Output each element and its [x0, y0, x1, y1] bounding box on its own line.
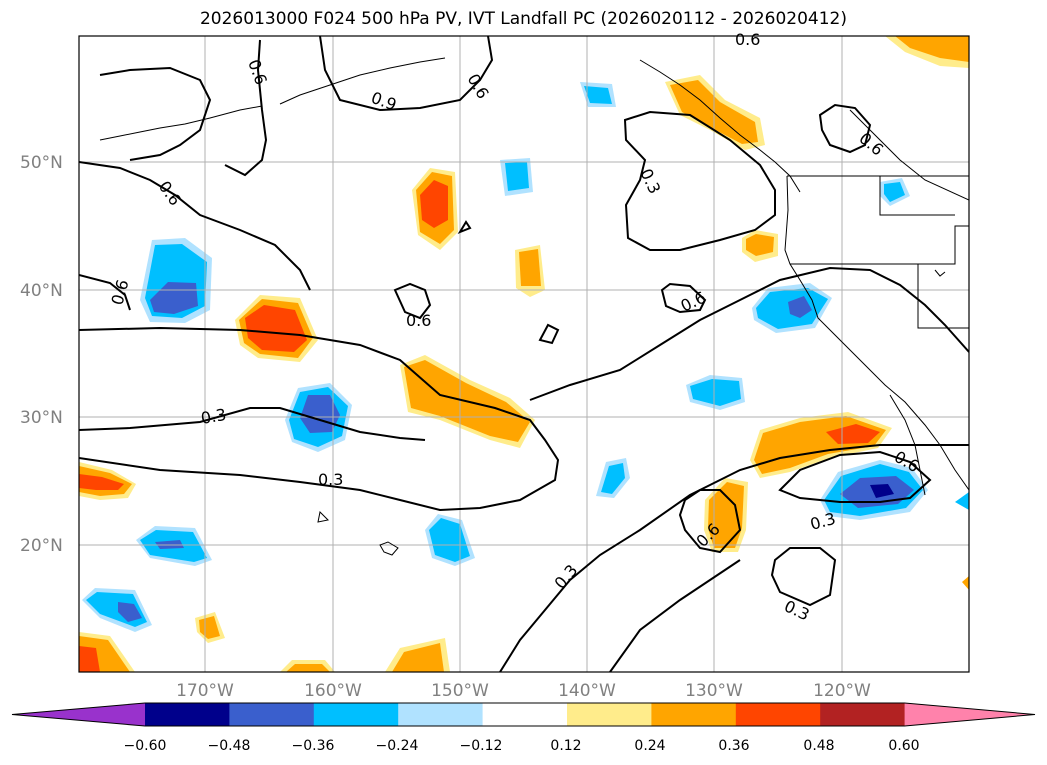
pos-anomaly [746, 234, 774, 256]
pos-anomaly [286, 664, 330, 672]
colorbar-tick: −0.24 [376, 738, 419, 754]
contour-label: 0.6 [108, 278, 133, 308]
neg-anomaly [505, 162, 529, 191]
neg-anomaly [870, 484, 894, 498]
colorbar [11, 702, 1036, 727]
pos-anomaly [420, 180, 448, 228]
colorbar-tick: −0.36 [292, 738, 335, 754]
lat-label-20n: 20°N [20, 536, 63, 556]
lon-label-170w: 170°W [176, 681, 234, 701]
colorbar-tick: 0.24 [634, 738, 665, 754]
colorbar-extend-max [904, 703, 1035, 726]
contour-label: 0.3 [551, 561, 582, 593]
colorbar-segment [735, 703, 821, 726]
contour-label: 0.3 [199, 405, 227, 428]
pv-contours [79, 36, 969, 672]
shading-layer [79, 36, 969, 672]
map-frame [78, 35, 970, 673]
contour-label: 0.6 [406, 311, 431, 330]
lat-label-30n: 30°N [20, 408, 63, 428]
contour-label: 0.6 [464, 71, 493, 103]
contour-label: 0.3 [636, 166, 664, 197]
contour-label: 0.3 [318, 470, 343, 489]
pos-anomaly [199, 616, 220, 639]
lon-label-130w: 130°W [685, 681, 743, 701]
colorbar-tick: 0.12 [550, 738, 581, 754]
colorbar-outline [11, 702, 1036, 727]
lat-label-50n: 50°N [20, 153, 63, 173]
pos-anomaly [79, 646, 100, 672]
pos-anomaly [392, 643, 444, 672]
pos-anomaly [79, 474, 124, 490]
colorbar-tick: −0.60 [124, 738, 167, 754]
neg-anomaly [118, 602, 142, 622]
map-title: 2026013000 F024 500 hPa PV, IVT Landfall… [199, 9, 847, 29]
colorbar-tick: 0.36 [718, 738, 749, 754]
pos-anomaly [962, 576, 969, 590]
colorbar-segment [651, 703, 737, 726]
neg-anomaly [884, 182, 905, 202]
neg-anomaly [690, 379, 741, 406]
colorbar-tick: 0.60 [888, 738, 919, 754]
colorbar-tick: −0.12 [460, 738, 503, 754]
neg-anomaly [788, 296, 812, 318]
pos-anomaly [708, 482, 744, 548]
colorbar-segment [145, 703, 230, 726]
contour-label: 0.3 [808, 509, 838, 534]
neg-anomaly [955, 492, 969, 510]
neg-anomaly [584, 86, 612, 104]
colorbar-extend-min [12, 703, 145, 726]
lat-label-40n: 40°N [20, 281, 63, 301]
lon-label-140w: 140°W [558, 681, 616, 701]
pos-anomaly [895, 36, 969, 62]
colorbar-tick: −0.48 [208, 738, 251, 754]
colorbar-segment [313, 703, 399, 726]
contour-label: 0.6 [855, 129, 887, 160]
lon-label-120w: 120°W [813, 681, 871, 701]
colorbar-tick: 0.48 [803, 738, 834, 754]
pos-anomaly [245, 305, 307, 352]
pos-anomaly [519, 249, 541, 286]
colorbar-segment [398, 703, 484, 726]
colorbar-segment [482, 703, 568, 726]
coastlines [99, 57, 969, 556]
contour-label: 0.3 [781, 596, 812, 624]
pos-anomaly [826, 424, 880, 444]
contour-label: 0.6 [244, 57, 271, 87]
colorbar-segment [229, 703, 315, 726]
contour-label: 0.6 [735, 30, 760, 49]
neg-anomaly [601, 463, 625, 494]
colorbar-segment [820, 703, 906, 726]
lon-label-160w: 160°W [304, 681, 362, 701]
graticule [79, 36, 969, 672]
colorbar-segment [567, 703, 652, 726]
lon-label-150w: 150°W [431, 681, 489, 701]
colorbar-ticks: −0.60 −0.48 −0.36 −0.24 −0.12 0.12 0.24 … [124, 738, 920, 754]
contour-label: 0.9 [369, 88, 399, 115]
contour-label: 0.6 [155, 177, 185, 209]
